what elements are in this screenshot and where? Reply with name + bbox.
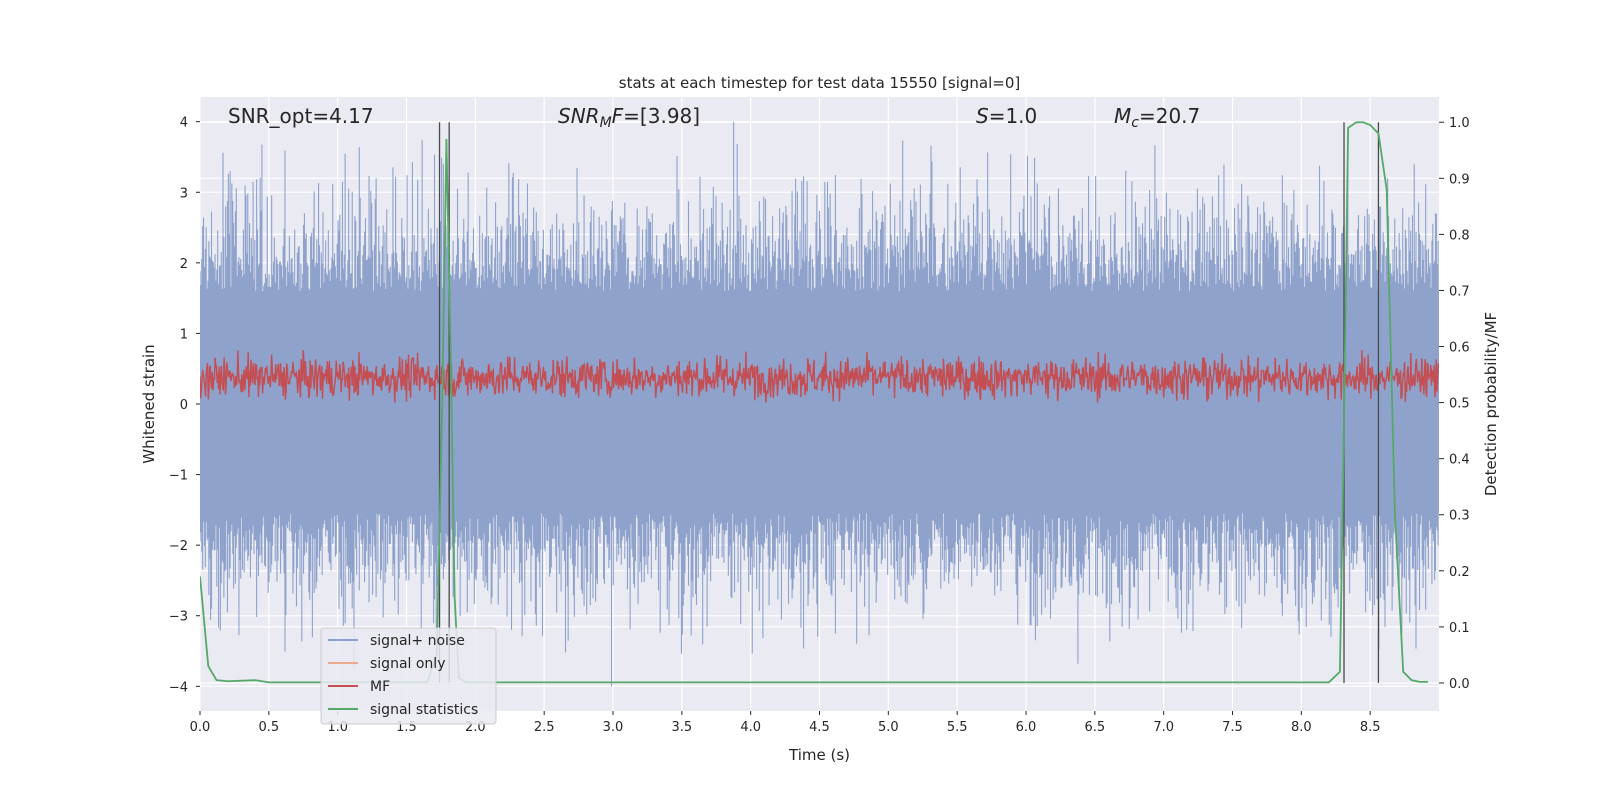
annotation-snr-opt: SNR_opt=4.17 <box>228 104 374 128</box>
snr-mf-subscript: M <box>600 115 612 131</box>
mc-subscript: c <box>1131 115 1139 131</box>
x-axis-ticks: 0.0 0.5 1.0 1.5 2.0 2.5 3.0 3.5 4.0 4.5 5.0 5.5 6.0 6… <box>190 711 1381 735</box>
x-tick-label: 7.0 <box>1153 720 1174 735</box>
y2-tick: 0.5 <box>1439 397 1470 412</box>
mc-symbol: M <box>1114 104 1131 128</box>
x-tick-label: 3.5 <box>671 720 692 735</box>
y-tick: 0 <box>180 398 200 413</box>
y2-tick-label: 0.0 <box>1449 677 1470 692</box>
legend-label-signal-statistics: signal statistics <box>370 702 478 718</box>
chart-title: stats at each timestep for test data 155… <box>619 74 1020 92</box>
y2-tick-label: 0.9 <box>1449 172 1470 187</box>
mc-value: =20.7 <box>1139 104 1200 128</box>
x-tick: 3.0 <box>603 711 624 735</box>
y-tick-label: 4 <box>180 116 188 131</box>
y2-tick-label: 1.0 <box>1449 116 1470 131</box>
y-tick-label: −4 <box>169 680 188 695</box>
y2-tick: 1.0 <box>1439 116 1470 131</box>
x-tick-label: 7.5 <box>1222 720 1243 735</box>
y-tick: 2 <box>180 257 200 272</box>
x-tick-label: 8.5 <box>1360 720 1381 735</box>
y-tick-label: −3 <box>169 610 188 625</box>
x-tick: 4.5 <box>809 711 830 735</box>
s-value: =1.0 <box>989 104 1038 128</box>
y2-tick-label: 0.1 <box>1449 621 1470 636</box>
y-tick: −4 <box>169 680 200 695</box>
y-axis-label: Whitened strain <box>140 344 158 463</box>
x-tick: 7.0 <box>1153 711 1174 735</box>
y2-tick: 0.8 <box>1439 228 1470 243</box>
y2-tick-label: 0.3 <box>1449 509 1470 524</box>
y2-tick-label: 0.8 <box>1449 228 1470 243</box>
y2-tick-label: 0.2 <box>1449 565 1470 580</box>
y2-tick: 0.7 <box>1439 284 1470 299</box>
y2-tick: 0.4 <box>1439 453 1470 468</box>
x-tick-label: 2.5 <box>534 720 555 735</box>
y2-tick: 0.6 <box>1439 341 1470 356</box>
y2-tick-label: 0.7 <box>1449 284 1470 299</box>
x-tick: 0.5 <box>258 711 279 735</box>
y2-axis-ticks: 0.0 0.1 0.2 0.3 0.4 0.5 0.6 0.7 0.8 0.9 1.0 <box>1439 116 1470 692</box>
y-tick-label: 0 <box>180 398 188 413</box>
y2-tick: 0.3 <box>1439 509 1470 524</box>
x-tick-label: 3.0 <box>603 720 624 735</box>
y2-tick: 0.1 <box>1439 621 1470 636</box>
snr-mf-symbol: SNR <box>558 104 600 128</box>
x-tick-label: 5.5 <box>947 720 968 735</box>
x-tick: 4.0 <box>740 711 761 735</box>
x-tick-label: 0.5 <box>258 720 279 735</box>
y-tick-label: 3 <box>180 186 188 201</box>
y-tick: −3 <box>169 610 200 625</box>
x-tick: 8.5 <box>1360 711 1381 735</box>
snr-mf-value: =[3.98] <box>623 104 700 128</box>
y-tick: 4 <box>180 116 200 131</box>
y-tick: 3 <box>180 186 200 201</box>
x-tick: 5.5 <box>947 711 968 735</box>
x-tick: 5.0 <box>878 711 899 735</box>
y2-tick: 0.2 <box>1439 565 1470 580</box>
legend-label-signal-noise: signal+ noise <box>370 633 465 649</box>
series-mf <box>200 349 1439 403</box>
y-tick: 1 <box>180 327 200 342</box>
x-tick-label: 8.0 <box>1291 720 1312 735</box>
x-tick-label: 6.5 <box>1084 720 1105 735</box>
x-axis-label: Time (s) <box>788 746 850 764</box>
legend-box <box>320 627 497 725</box>
s-symbol: S <box>976 104 989 128</box>
x-tick-label: 4.0 <box>740 720 761 735</box>
x-tick: 3.5 <box>671 711 692 735</box>
y2-tick: 0.9 <box>1439 172 1470 187</box>
x-tick: 2.5 <box>534 711 555 735</box>
x-tick: 0.0 <box>190 711 211 735</box>
y2-axis-label: Detection probability/MF <box>1482 312 1500 496</box>
legend-label-mf: MF <box>370 679 390 695</box>
x-tick-label: 4.5 <box>809 720 830 735</box>
y-tick-label: −2 <box>169 539 188 554</box>
y-tick: −2 <box>169 539 200 554</box>
annotation-s: S=1.0 <box>976 104 1037 128</box>
annotation-snr-mf: SNRMF=[3.98] <box>558 104 700 131</box>
y-axis-ticks: −4 −3 −2 −1 0 1 2 3 4 <box>169 116 200 695</box>
y2-tick-label: 0.6 <box>1449 341 1470 356</box>
x-tick-label: 6.0 <box>1016 720 1037 735</box>
y-tick-label: 1 <box>180 327 188 342</box>
x-tick: 6.0 <box>1016 711 1037 735</box>
x-tick-label: 0.0 <box>190 720 211 735</box>
x-tick: 6.5 <box>1084 711 1105 735</box>
legend-label-signal-only: signal only <box>370 656 445 672</box>
plot-area <box>200 121 1439 687</box>
y-tick-label: 2 <box>180 257 188 272</box>
y2-tick-label: 0.4 <box>1449 453 1470 468</box>
x-tick-label: 5.0 <box>878 720 899 735</box>
x-tick: 7.5 <box>1222 711 1243 735</box>
y-tick-label: −1 <box>169 469 188 484</box>
y2-tick: 0.0 <box>1439 677 1470 692</box>
y-tick: −1 <box>169 469 200 484</box>
y2-tick-label: 0.5 <box>1449 397 1470 412</box>
x-tick: 8.0 <box>1291 711 1312 735</box>
legend: signal+ noise signal only MF signal stat… <box>320 627 497 725</box>
annotation-mc: Mc=20.7 <box>1114 104 1200 131</box>
snr-mf-rest: F <box>612 104 624 128</box>
